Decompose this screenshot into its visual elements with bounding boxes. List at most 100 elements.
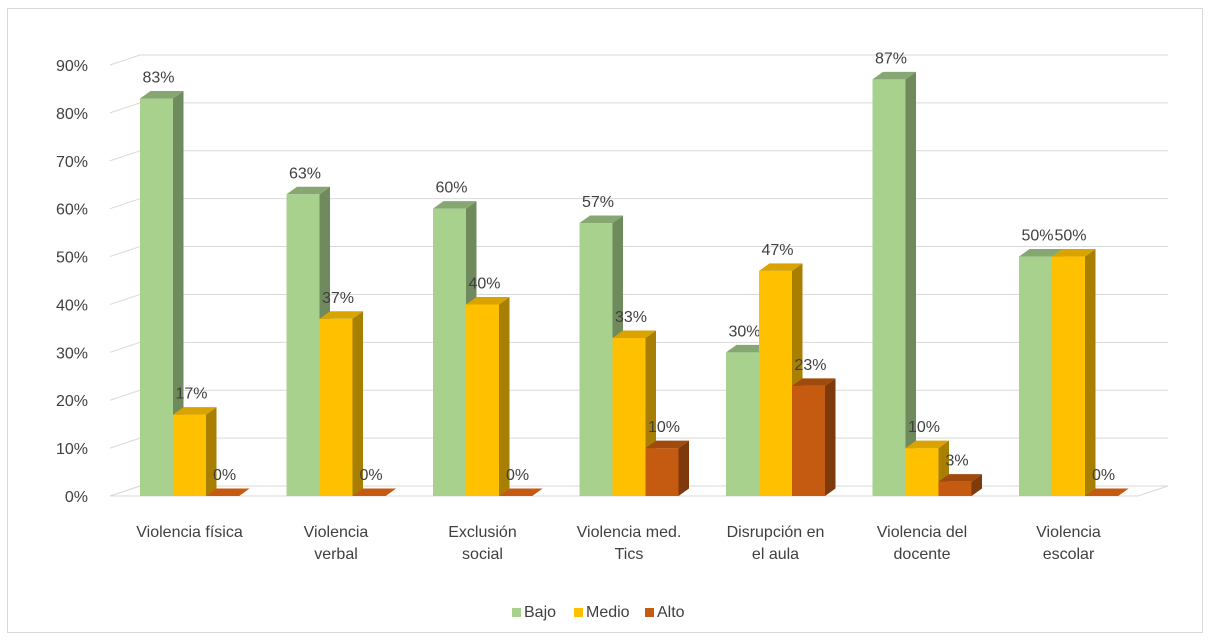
legend-label: Medio — [586, 604, 630, 621]
gridline-side — [109, 198, 141, 210]
x-tick-label: Disrupción en — [727, 524, 825, 541]
data-label: 3% — [945, 453, 968, 470]
bar-top — [905, 440, 949, 449]
bar — [759, 270, 792, 496]
bar — [1052, 256, 1085, 496]
data-label: 33% — [615, 309, 647, 326]
bar-zero — [352, 488, 396, 496]
data-label: 10% — [648, 419, 680, 436]
bar-side — [1085, 249, 1096, 496]
data-label: 0% — [506, 467, 529, 484]
gridline-side — [109, 102, 141, 114]
bar — [905, 448, 939, 496]
bar — [645, 448, 679, 496]
data-label: 30% — [728, 323, 760, 340]
gridline-side — [109, 246, 141, 258]
bar-top — [319, 311, 363, 319]
x-tick-label: Exclusión — [448, 524, 516, 541]
bar-side — [173, 91, 184, 497]
bar-top — [645, 440, 689, 449]
y-tick-label: 0% — [65, 489, 88, 506]
bar-top — [872, 71, 916, 80]
bar-top — [1019, 249, 1063, 257]
bar-top — [726, 344, 770, 353]
data-label: 37% — [322, 290, 354, 307]
data-label: 0% — [213, 467, 236, 484]
gridline-side — [109, 389, 141, 401]
data-label: 40% — [468, 275, 500, 292]
bar — [466, 304, 499, 496]
data-label: 0% — [1092, 467, 1115, 484]
y-tick-label: 40% — [56, 297, 88, 314]
y-tick-label: 90% — [56, 58, 88, 75]
x-tick-label: Violencia del — [877, 524, 967, 541]
bar — [579, 223, 613, 497]
legend-swatch — [512, 608, 521, 617]
bar — [938, 481, 972, 496]
gridline-side — [109, 54, 141, 66]
bar-side — [206, 407, 217, 496]
x-tick-label: Violencia física — [136, 524, 243, 541]
legend-label: Alto — [657, 604, 685, 621]
data-label: 60% — [435, 180, 467, 197]
bar-top — [759, 263, 803, 271]
gridline-side — [109, 293, 141, 305]
bar-top — [466, 296, 510, 305]
bar — [433, 208, 466, 496]
data-label: 63% — [289, 165, 321, 182]
bar-side — [825, 378, 836, 496]
gridline-side — [109, 485, 141, 497]
bar-side — [678, 440, 689, 496]
bar-zero — [499, 488, 543, 496]
bar-top — [286, 186, 330, 195]
data-label: 50% — [1021, 228, 1053, 245]
bar — [319, 318, 353, 496]
y-tick-label: 70% — [56, 154, 88, 171]
bar-top — [792, 378, 836, 386]
y-tick-label: 20% — [56, 393, 88, 410]
y-tick-label: 10% — [56, 441, 88, 458]
bar — [140, 98, 173, 497]
bar-zero — [206, 488, 250, 496]
bar — [726, 352, 759, 496]
gridline-side — [109, 341, 141, 353]
bar-top — [140, 91, 184, 99]
x-tick-label: social — [462, 546, 503, 563]
data-label: 17% — [175, 386, 207, 403]
bar — [872, 79, 906, 496]
bar — [173, 414, 206, 496]
bar-top — [433, 201, 477, 209]
legend-label: Bajo — [524, 604, 556, 621]
data-label: 0% — [359, 467, 382, 484]
legend-swatch — [645, 608, 654, 617]
bar-top — [173, 407, 217, 415]
bar-side — [352, 311, 363, 496]
bar-side — [905, 71, 916, 496]
bar — [792, 385, 825, 496]
x-tick-label: Tics — [615, 546, 644, 563]
bar-top — [612, 330, 656, 338]
data-label: 50% — [1054, 228, 1086, 245]
bar-top — [579, 215, 623, 224]
bar-side — [499, 296, 510, 496]
y-tick-label: 50% — [56, 250, 88, 267]
data-label: 87% — [875, 50, 907, 67]
x-tick-label: escolar — [1043, 546, 1095, 563]
x-tick-label: el aula — [752, 546, 799, 563]
data-label: 47% — [761, 242, 793, 259]
y-tick-label: 60% — [56, 202, 88, 219]
gridline-side — [109, 150, 141, 162]
gridline-side — [109, 437, 141, 449]
x-tick-label: Violencia — [1036, 524, 1101, 541]
y-tick-label: 30% — [56, 345, 88, 362]
legend-swatch — [574, 608, 583, 617]
x-tick-label: Violencia med. — [577, 524, 682, 541]
bar-zero — [1085, 488, 1129, 496]
y-tick-label: 80% — [56, 106, 88, 123]
bar — [286, 194, 320, 497]
bar-top — [1052, 249, 1096, 257]
x-tick-label: Violencia — [304, 524, 369, 541]
bar — [612, 337, 646, 496]
bar — [1019, 256, 1052, 496]
